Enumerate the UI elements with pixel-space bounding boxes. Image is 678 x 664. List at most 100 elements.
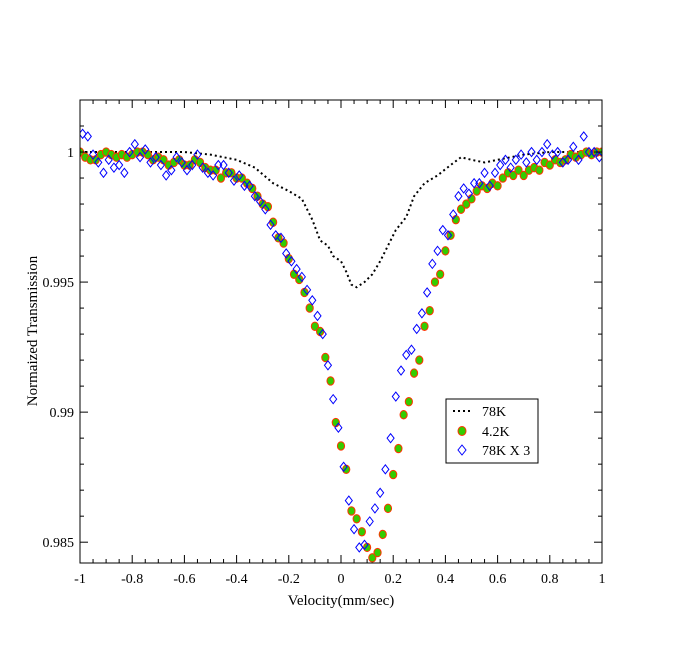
series-78k-x3-point [167, 164, 176, 176]
x-axis-title: Velocity(mm/sec) [288, 593, 395, 609]
series-4-2k-point [446, 230, 455, 240]
series-78k-x3-point [188, 159, 197, 171]
series-78k-x3-point [511, 154, 521, 166]
series-78k-x3-point [590, 146, 599, 158]
series-78k-x3-point [370, 503, 380, 514]
series-4-2k-point [535, 165, 544, 175]
x-tick-label: 0.2 [384, 572, 402, 587]
series-4-2k-point [310, 321, 319, 331]
series-4-2k-point [498, 173, 507, 183]
series-78k-x3-point [245, 180, 254, 192]
series-4-2k-point [279, 238, 288, 248]
y-tick-label: 1 [67, 146, 74, 161]
series-78k-x3-point [229, 175, 239, 186]
series-4-2k-point [415, 355, 424, 365]
series-4-2k-point [425, 305, 434, 316]
series-78k-x3-point [428, 258, 437, 270]
series-4-2k-point [211, 165, 220, 175]
series-78k-x3-point [438, 224, 447, 236]
series-78k-x3-point [496, 159, 505, 171]
series-78k-x3-point [219, 159, 228, 171]
series-4-2k-point [409, 368, 419, 378]
series-78k-x3-point [203, 167, 213, 179]
series-78k-x3-point [449, 209, 458, 220]
y-tick-label: 0.985 [43, 536, 75, 551]
series-4-2k-point [519, 170, 528, 181]
series-78k-x3-point [302, 284, 312, 296]
series-78k-x3-point [537, 146, 547, 158]
series-78k-x3-point [569, 141, 578, 153]
series-78k-x3-point [360, 539, 369, 551]
series-4-2k-point [227, 168, 236, 178]
x-tick-label: 1 [599, 572, 606, 587]
x-tick-label: 0.4 [437, 572, 455, 587]
x-tick-label: -0.4 [226, 572, 248, 587]
series-78k-x3-point [553, 146, 562, 158]
series-4-2k-point [383, 503, 393, 514]
legend-label-78k-x3: 78K X 3 [482, 444, 530, 459]
series-78k-x3-point [151, 151, 160, 163]
legend-label-4-2k: 4.2K [482, 425, 510, 440]
series-78k-x3-point [318, 328, 327, 340]
y-tick-label: 0.99 [50, 406, 75, 421]
series-78k-x3-point [146, 157, 155, 168]
legend-label-78k: 78K [482, 405, 506, 420]
series-78k-x3-point [501, 154, 510, 166]
series-78k-x3-point [266, 219, 275, 231]
series-4-2k-point [336, 441, 346, 451]
series-4-2k-point [331, 417, 340, 428]
series-78k-x3-point [522, 157, 531, 168]
series-78k-x3-point [396, 365, 406, 376]
x-tick-label: 0.8 [541, 572, 559, 587]
series-4-2k-point [467, 194, 476, 204]
series-78k-x3-point [193, 149, 202, 160]
series-4-2k-point [389, 469, 398, 480]
series-4-2k-point [514, 165, 523, 175]
series-78k-x3-point [182, 164, 192, 176]
series-78k-x3-point [381, 464, 390, 475]
series-4-2k-point [545, 160, 554, 170]
series-78k-x3-point [292, 263, 301, 275]
legend-marker-4-2k [457, 426, 467, 436]
series-78k-x3-point [94, 157, 103, 168]
series-4-2k-point [456, 204, 466, 214]
series-4-2k-point [305, 303, 314, 313]
series-78k-x3-point [130, 138, 139, 150]
series-4-2k-point [441, 246, 450, 256]
series-78k-x3-point [490, 167, 500, 179]
series-78k-x3-point [464, 188, 474, 199]
series-78k-x3-point [402, 349, 411, 361]
series-78k-x3-point [313, 310, 322, 322]
series-78k-x3-point [433, 245, 442, 257]
x-tick-label: -0.8 [121, 572, 143, 587]
series-78k-x3-point [349, 523, 359, 535]
series-78k-x3-point [88, 149, 98, 160]
series-78k-x3-point [532, 154, 541, 166]
series-78k-x3-point [527, 146, 536, 158]
series-78k-x3-point [177, 157, 186, 168]
series-4-2k-point [399, 410, 408, 420]
series-78k-x3-point [339, 461, 348, 473]
series-78k-x3-point [156, 159, 166, 171]
series-78k-x3-point [115, 159, 124, 171]
x-tick-label: 0.6 [489, 572, 507, 587]
series-4-2k-point [404, 397, 413, 407]
series-78k-x3-point [454, 190, 463, 202]
series-78k-x3-point [250, 190, 260, 202]
series-78k-x3-point [120, 167, 129, 179]
series-78k-x3-point [574, 154, 583, 166]
series-4-2k-point [451, 214, 460, 225]
series-4-2k-point [430, 277, 440, 287]
series-78k-x3-point [224, 167, 233, 179]
series-78k-x3-point [412, 323, 421, 335]
series-78k-x3-point [271, 229, 280, 241]
series-78k-x3-point [208, 170, 218, 181]
series-4-2k-point [509, 170, 518, 181]
series-78k-x3-point [141, 144, 150, 155]
series-78k-x3-point [376, 487, 385, 499]
series-78k-x3-point [135, 151, 145, 163]
x-tick-label: -1 [74, 572, 86, 587]
series-78k-x3-point [282, 248, 291, 259]
series-78k-x3-point [276, 232, 286, 244]
